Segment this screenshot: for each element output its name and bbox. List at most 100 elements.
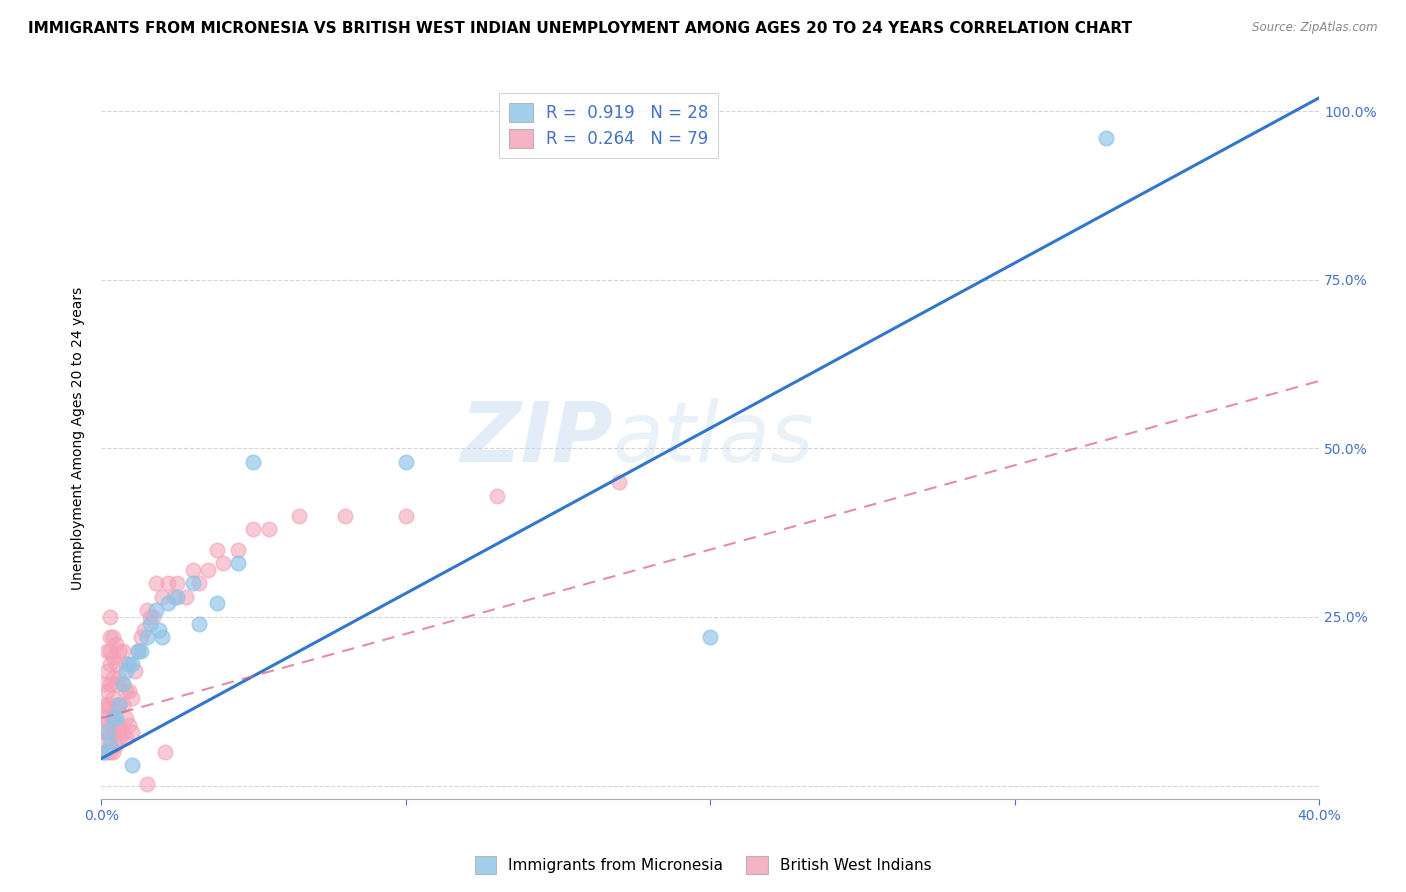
Point <box>111 724 134 739</box>
Point <box>93 711 115 725</box>
Point <box>105 637 128 651</box>
Point <box>395 508 418 523</box>
Point <box>333 508 356 523</box>
Point <box>105 657 128 672</box>
Point <box>96 745 118 759</box>
Point <box>98 698 121 712</box>
Point <box>108 698 131 712</box>
Point <box>124 664 146 678</box>
Point <box>187 576 209 591</box>
Point <box>96 684 118 698</box>
Point <box>607 475 630 489</box>
Point <box>98 630 121 644</box>
Point <box>226 542 249 557</box>
Point <box>139 610 162 624</box>
Point <box>157 597 180 611</box>
Point <box>1095 131 1118 145</box>
Y-axis label: Unemployment Among Ages 20 to 24 years: Unemployment Among Ages 20 to 24 years <box>72 286 86 590</box>
Point <box>127 643 149 657</box>
Point <box>114 711 136 725</box>
Point <box>105 738 128 752</box>
Point <box>135 603 157 617</box>
Point <box>98 738 121 752</box>
Point <box>197 563 219 577</box>
Point <box>114 657 136 672</box>
Point <box>242 522 264 536</box>
Point <box>699 630 721 644</box>
Point <box>145 603 167 617</box>
Point <box>166 590 188 604</box>
Text: ZIP: ZIP <box>460 398 613 479</box>
Point <box>103 671 125 685</box>
Point <box>187 616 209 631</box>
Point <box>163 590 186 604</box>
Point <box>98 657 121 672</box>
Legend: Immigrants from Micronesia, British West Indians: Immigrants from Micronesia, British West… <box>468 850 938 880</box>
Point <box>98 643 121 657</box>
Point <box>96 724 118 739</box>
Point <box>150 630 173 644</box>
Point <box>142 610 165 624</box>
Point <box>105 718 128 732</box>
Point <box>132 624 155 638</box>
Point <box>150 590 173 604</box>
Point <box>121 690 143 705</box>
Point <box>103 711 125 725</box>
Point <box>111 643 134 657</box>
Point <box>93 698 115 712</box>
Point <box>205 542 228 557</box>
Point <box>135 630 157 644</box>
Point <box>139 616 162 631</box>
Point <box>93 745 115 759</box>
Point <box>103 745 125 759</box>
Point <box>148 624 170 638</box>
Point <box>98 731 121 746</box>
Point <box>226 556 249 570</box>
Point <box>257 522 280 536</box>
Point <box>121 724 143 739</box>
Point <box>114 664 136 678</box>
Point <box>242 455 264 469</box>
Point <box>98 745 121 759</box>
Point <box>114 731 136 746</box>
Point <box>153 745 176 759</box>
Point <box>96 731 118 746</box>
Point <box>103 724 125 739</box>
Text: atlas: atlas <box>613 398 814 479</box>
Point <box>96 698 118 712</box>
Point <box>98 677 121 691</box>
Point <box>111 677 134 691</box>
Point <box>105 711 128 725</box>
Point <box>145 576 167 591</box>
Point <box>212 556 235 570</box>
Point <box>135 776 157 790</box>
Point <box>103 630 125 644</box>
Point <box>105 677 128 691</box>
Text: IMMIGRANTS FROM MICRONESIA VS BRITISH WEST INDIAN UNEMPLOYMENT AMONG AGES 20 TO : IMMIGRANTS FROM MICRONESIA VS BRITISH WE… <box>28 21 1132 36</box>
Point <box>486 489 509 503</box>
Point <box>127 643 149 657</box>
Point <box>176 590 198 604</box>
Point <box>166 576 188 591</box>
Point <box>93 724 115 739</box>
Legend: R =  0.919   N = 28, R =  0.264   N = 79: R = 0.919 N = 28, R = 0.264 N = 79 <box>499 93 718 158</box>
Point <box>117 657 139 672</box>
Text: Source: ZipAtlas.com: Source: ZipAtlas.com <box>1253 21 1378 34</box>
Point <box>111 677 134 691</box>
Point <box>117 684 139 698</box>
Point <box>96 664 118 678</box>
Point <box>157 576 180 591</box>
Point <box>103 650 125 665</box>
Point <box>93 745 115 759</box>
Point <box>288 508 311 523</box>
Point <box>181 576 204 591</box>
Point <box>93 677 115 691</box>
Point <box>129 630 152 644</box>
Point <box>108 698 131 712</box>
Point <box>114 684 136 698</box>
Point <box>108 718 131 732</box>
Point <box>205 597 228 611</box>
Point <box>395 455 418 469</box>
Point <box>96 643 118 657</box>
Point <box>96 711 118 725</box>
